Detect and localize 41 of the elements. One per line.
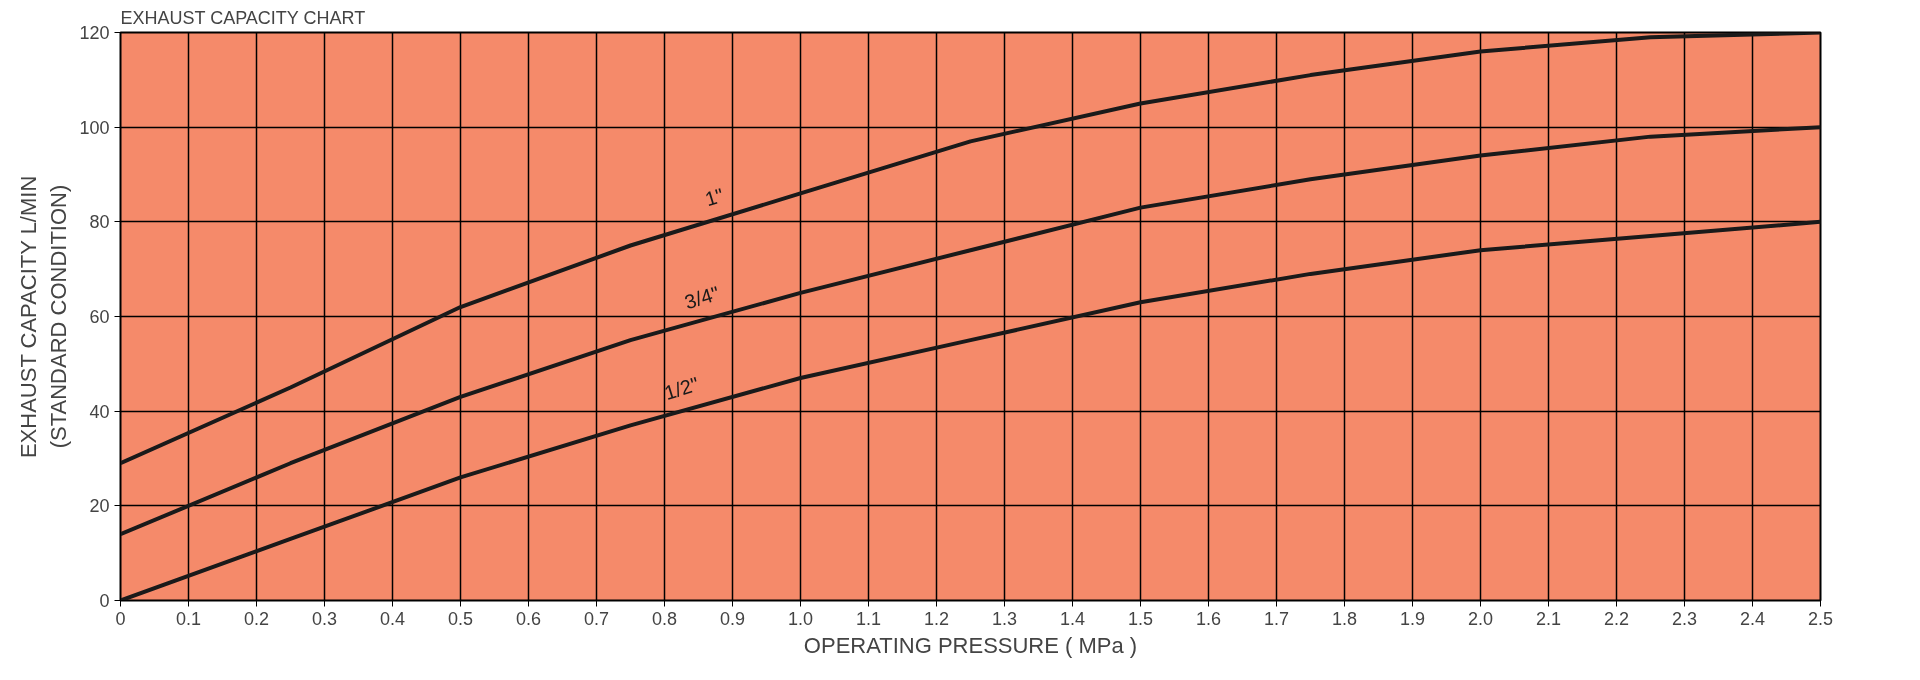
text: 1/2" (661, 372, 702, 405)
x-tick-label: 2.0 (1467, 608, 1494, 629)
y-tick-label: 100 (79, 117, 110, 138)
x-tick-label: 2.2 (1603, 608, 1630, 629)
x-tick-label: 0.3 (311, 608, 338, 629)
y-axis-title: EXHAUST CAPACITY L/MIN (STANDARD CONDITION) (16, 175, 72, 459)
y-tick-label: 40 (89, 401, 110, 422)
x-tick-label: 1.1 (855, 608, 882, 629)
y-tick-label: 0 (99, 591, 110, 611)
line-series (120, 32, 1821, 466)
x-tick-label: 2.1 (1535, 608, 1562, 629)
text: 3/4" (682, 281, 722, 314)
x-tick-label: 0.7 (583, 608, 610, 629)
x-tick-label: 2.5 (1807, 608, 1834, 629)
x-tick-label: 1.5 (1127, 608, 1154, 629)
x-tick-label: 0.6 (515, 608, 542, 629)
y-tick-label: 60 (89, 307, 110, 327)
x-tick-label: 0.4 (379, 608, 406, 629)
x-tick-label: 0.2 (243, 608, 270, 629)
x-tick-label: 1.3 (991, 608, 1018, 629)
x-tick-label: 0.5 (447, 608, 474, 629)
x-tick-label: 1.8 (1331, 608, 1358, 629)
x-tick-label: 1.9 (1399, 608, 1426, 629)
x-axis-title: OPERATING PRESSURE ( MPa ) (803, 632, 1138, 658)
x-tick-label: 1.6 (1195, 608, 1222, 629)
x-tick-label: 1.0 (787, 608, 814, 629)
x-tick-label: 2.4 (1739, 608, 1766, 629)
chart-title: EXHAUST CAPACITY CHART (120, 7, 366, 28)
line-series (120, 125, 1821, 537)
y-tick-label: 80 (89, 212, 110, 233)
x-tick-label: 1.7 (1263, 608, 1290, 629)
x-tick-label: 1.2 (923, 608, 950, 629)
x-tick-label: 0.9 (719, 608, 746, 629)
x-tick-label: 0.8 (651, 608, 678, 629)
x-tick-label: 0 (115, 608, 126, 629)
y-tick-label: 120 (79, 23, 110, 43)
y-tick-label: 20 (89, 496, 110, 517)
x-tick-label: 0.1 (175, 608, 202, 629)
x-tick-label: 2.3 (1671, 608, 1698, 629)
text: 1" (702, 184, 727, 211)
x-tick-label: 1.4 (1059, 608, 1086, 629)
